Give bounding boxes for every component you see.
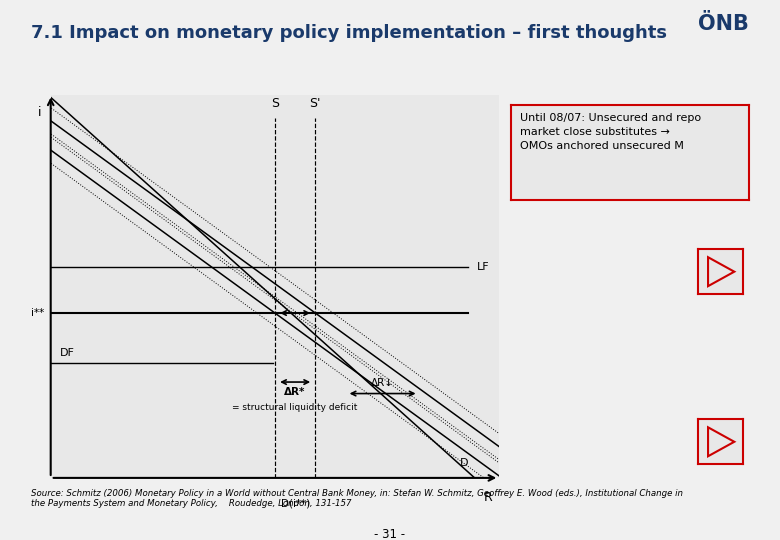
Text: ΔR↓: ΔR↓	[371, 378, 394, 388]
Text: i**: i**	[30, 308, 44, 318]
Text: - 31 -: - 31 -	[374, 528, 406, 540]
Text: DF: DF	[59, 348, 75, 358]
Text: S: S	[271, 97, 279, 110]
Text: S': S'	[310, 97, 321, 110]
Text: ΔR*: ΔR*	[285, 387, 306, 397]
Text: the Payments System and Monetary Policy,    Roudedge, London, 131-157: the Payments System and Monetary Policy,…	[31, 500, 352, 509]
Text: = structural liquidity deficit: = structural liquidity deficit	[232, 403, 358, 412]
Text: 7.1 Impact on monetary policy implementation – first thoughts: 7.1 Impact on monetary policy implementa…	[31, 24, 667, 42]
Text: R: R	[484, 491, 492, 504]
Text: ÖNB: ÖNB	[698, 14, 749, 33]
Text: i: i	[37, 106, 41, 119]
Text: D: D	[459, 458, 468, 468]
Text: LF: LF	[477, 262, 489, 272]
Text: Until 08/07: Unsecured and repo
market close substitutes →
OMOs anchored unsecur: Until 08/07: Unsecured and repo market c…	[520, 113, 701, 151]
Text: Source: Schmitz (2006) Monetary Policy in a World without Central Bank Money, in: Source: Schmitz (2006) Monetary Policy i…	[31, 489, 683, 498]
Text: D(i**): D(i**)	[281, 499, 310, 509]
